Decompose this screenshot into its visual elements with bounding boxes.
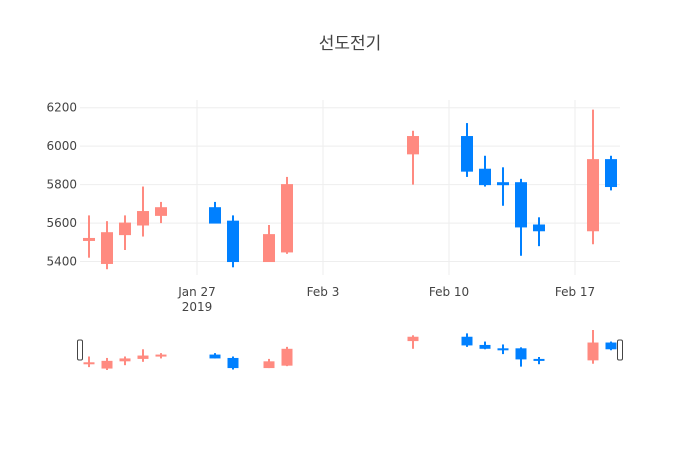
x-tick-label: Jan 27: [177, 285, 216, 299]
slider-candle-body: [461, 336, 473, 346]
candle-body: [101, 232, 113, 264]
slider-candle: [515, 347, 527, 367]
y-tick-label: 5400: [46, 255, 77, 269]
x-tick-sublabel: 2019: [182, 300, 213, 314]
candle-body: [263, 234, 275, 263]
y-tick-label: 6200: [46, 101, 77, 115]
candle-body: [209, 207, 221, 224]
slider-candle: [155, 353, 167, 359]
slider-candle-body: [137, 355, 149, 359]
candle-body: [83, 237, 95, 241]
y-tick-label: 5600: [46, 216, 77, 230]
candle-body: [155, 207, 167, 216]
slider-candle: [479, 341, 491, 350]
candle-decreasing[interactable]: [515, 178, 527, 256]
slider-candle-body: [587, 342, 599, 361]
candle-increasing[interactable]: [119, 215, 131, 250]
slider-candle: [119, 356, 131, 366]
range-slider-right-handle[interactable]: [617, 339, 623, 361]
slider-candle-body: [155, 354, 167, 357]
candle-body: [227, 220, 239, 263]
y-tick-label: 5800: [46, 178, 77, 192]
slider-candle: [605, 341, 617, 351]
candle-increasing[interactable]: [281, 176, 293, 254]
candle-body: [515, 182, 527, 228]
candle-increasing[interactable]: [587, 109, 599, 245]
candle-body: [119, 222, 131, 236]
candle-decreasing[interactable]: [461, 123, 473, 177]
candle-increasing[interactable]: [155, 201, 167, 224]
slider-candle-body: [227, 357, 239, 369]
y-axis: 5400 5600 5800 6000 6200: [46, 101, 77, 269]
candle-increasing[interactable]: [407, 130, 419, 185]
gridlines: [80, 100, 620, 275]
candle-body: [137, 211, 149, 226]
slider-candle: [227, 356, 239, 370]
x-tick-label: Feb 3: [307, 285, 340, 299]
range-slider[interactable]: [77, 330, 623, 370]
slider-candle: [533, 356, 545, 365]
slider-candle-body: [209, 354, 221, 359]
candle-decreasing[interactable]: [605, 155, 617, 191]
candle-decreasing[interactable]: [497, 167, 509, 206]
slider-candle-body: [605, 342, 617, 350]
candle-body: [407, 136, 419, 155]
slider-candle-body: [407, 336, 419, 342]
candle-increasing[interactable]: [263, 225, 275, 263]
candle-decreasing[interactable]: [227, 215, 239, 268]
slider-candle-body: [497, 348, 509, 351]
candle-body: [533, 224, 545, 232]
slider-candle: [407, 335, 419, 349]
slider-candle: [209, 353, 221, 359]
x-tick-label: Feb 10: [429, 285, 469, 299]
candle-increasing[interactable]: [83, 215, 95, 258]
slider-candle: [101, 357, 113, 370]
slider-candle-body: [263, 361, 275, 369]
slider-candle-body: [515, 348, 527, 360]
slider-candle: [281, 346, 293, 367]
candle-body: [497, 182, 509, 186]
candle-decreasing[interactable]: [533, 217, 545, 247]
candle-body: [587, 159, 599, 232]
slider-candle-body: [281, 348, 293, 366]
slider-candle-body: [479, 344, 491, 349]
slider-candle: [137, 349, 149, 362]
candles[interactable]: [83, 109, 617, 270]
candle-body: [461, 136, 473, 172]
slider-candle: [83, 356, 95, 368]
slider-candle: [497, 344, 509, 355]
candle-increasing[interactable]: [101, 221, 113, 270]
candle-increasing[interactable]: [137, 186, 149, 237]
slider-candle-body: [533, 358, 545, 361]
x-tick-label: Feb 17: [555, 285, 595, 299]
slider-candle: [461, 333, 473, 347]
candle-body: [281, 184, 293, 253]
slider-candle-body: [119, 358, 131, 362]
range-slider-left-handle[interactable]: [77, 339, 83, 361]
y-tick-label: 6000: [46, 139, 77, 153]
candle-decreasing[interactable]: [209, 201, 221, 224]
candle-body: [605, 159, 617, 188]
chart-title: 선도전기: [319, 34, 382, 54]
slider-candle-body: [83, 362, 95, 365]
slider-candle: [263, 358, 275, 369]
candle-body: [479, 168, 491, 186]
slider-candle: [587, 330, 599, 364]
candle-decreasing[interactable]: [479, 155, 491, 187]
slider-candle-body: [101, 360, 113, 369]
